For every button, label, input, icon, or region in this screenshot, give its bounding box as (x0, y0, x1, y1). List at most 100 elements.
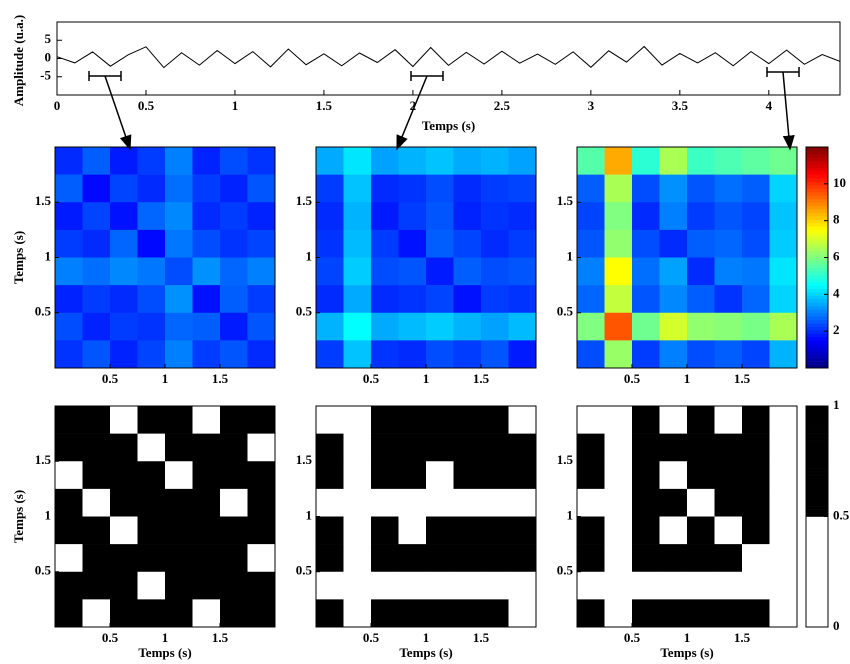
heat-cell (192, 599, 221, 628)
heat-cell (247, 488, 276, 517)
colorbar-swatch (806, 540, 828, 545)
heat-cell (343, 257, 372, 286)
y-tick-label: -5 (40, 68, 51, 83)
x-tick-label: 1.5 (316, 98, 333, 113)
y-tick-label: 1.5 (557, 452, 574, 467)
colorbar-tick-label: 10 (833, 175, 846, 190)
colorbar-swatch (806, 209, 828, 213)
heat-cell (481, 599, 509, 628)
heat-cell (687, 461, 715, 490)
heat-cell (371, 599, 399, 628)
colorbar-swatch (806, 461, 828, 466)
y-tick-label: 0.5 (35, 304, 52, 319)
colorbar-swatch (806, 264, 828, 269)
heat-cell (137, 340, 166, 369)
heat-cell (371, 257, 399, 286)
colorbar-swatch (806, 623, 828, 628)
heat-cell (659, 312, 688, 341)
colorbar-swatch (806, 620, 828, 624)
heat-cell (165, 174, 193, 203)
colorbar-swatch (806, 602, 828, 607)
heat-cell (742, 433, 770, 462)
colorbar-swatch (806, 447, 828, 452)
heat-cell (220, 599, 248, 628)
heat-cell (426, 599, 454, 628)
heat-cell (481, 461, 509, 490)
heat-cell (247, 202, 276, 231)
heat-cell (398, 544, 427, 573)
heat-cell (343, 174, 372, 203)
heat-cell (55, 433, 83, 462)
heat-cell (714, 433, 743, 462)
colorbar-swatch (806, 298, 828, 303)
heat-cell (769, 461, 798, 490)
heat-cell (371, 571, 399, 600)
heat-cell (137, 544, 166, 573)
y-tick-label: 1.5 (296, 452, 313, 467)
heat-cell (371, 202, 399, 231)
colorbar-swatch (806, 440, 828, 445)
heat-cell (137, 433, 166, 462)
heat-cell (714, 488, 743, 517)
heat-cell (165, 516, 193, 545)
heat-cell (769, 147, 798, 175)
colorbar-swatch (806, 578, 828, 583)
heat-cell (82, 571, 111, 600)
heat-cell (110, 571, 138, 600)
heat-cell (604, 599, 633, 628)
heat-cell (604, 544, 633, 573)
colorbar-swatch (806, 167, 828, 172)
heat-cell (110, 312, 138, 341)
heat-cell (398, 571, 427, 600)
colorbar-swatch (806, 195, 828, 200)
heat-cell (632, 544, 660, 573)
heat-cell (659, 340, 688, 369)
colorbar-swatch (806, 530, 828, 535)
heat-cell (769, 544, 798, 573)
colorbar-swatch (806, 582, 828, 586)
heat-cell (742, 488, 770, 517)
x-tick-label: 0.5 (102, 630, 119, 645)
heat-cell (742, 461, 770, 490)
heat-cell (165, 202, 193, 231)
heat-cell (426, 312, 454, 341)
heat-cell (398, 202, 427, 231)
heat-cell (343, 461, 372, 490)
colorbar-swatch (806, 523, 828, 528)
heat-cell (165, 285, 193, 314)
heat-cell (371, 461, 399, 490)
colorbar-swatch (806, 516, 828, 521)
heat-cell (371, 174, 399, 203)
colorbar-swatch (806, 236, 828, 241)
colorbar-tick-label: 0.5 (833, 507, 850, 522)
heat-cell (426, 433, 454, 462)
heat-cell (165, 544, 193, 573)
heat-cell (742, 406, 770, 434)
colorbar-tick-label: 1 (833, 397, 840, 412)
heat-cell (316, 147, 344, 175)
heat-cell (220, 285, 248, 314)
heat-cell (687, 571, 715, 600)
heat-cell (714, 516, 743, 545)
heat-cell (453, 202, 482, 231)
heat-cell (577, 147, 605, 175)
heat-cell (398, 599, 427, 628)
arrow (396, 75, 428, 151)
colorbar-swatch (806, 526, 828, 531)
heat-cell (82, 340, 111, 369)
heat-cell (659, 516, 688, 545)
heat-cell (426, 229, 454, 258)
heat-cell (371, 147, 399, 175)
heat-cell (453, 516, 482, 545)
heat-cell (687, 488, 715, 517)
heat-cell (508, 312, 537, 341)
heat-cell (55, 461, 83, 490)
heat-cell (192, 257, 221, 286)
heat-cell (398, 229, 427, 258)
heat-cell (577, 461, 605, 490)
heat-cell (220, 488, 248, 517)
heat-cell (371, 312, 399, 341)
colorbar-swatch (806, 274, 828, 279)
colorbar-swatch (806, 229, 828, 234)
x-tick-label: 1 (162, 630, 169, 645)
